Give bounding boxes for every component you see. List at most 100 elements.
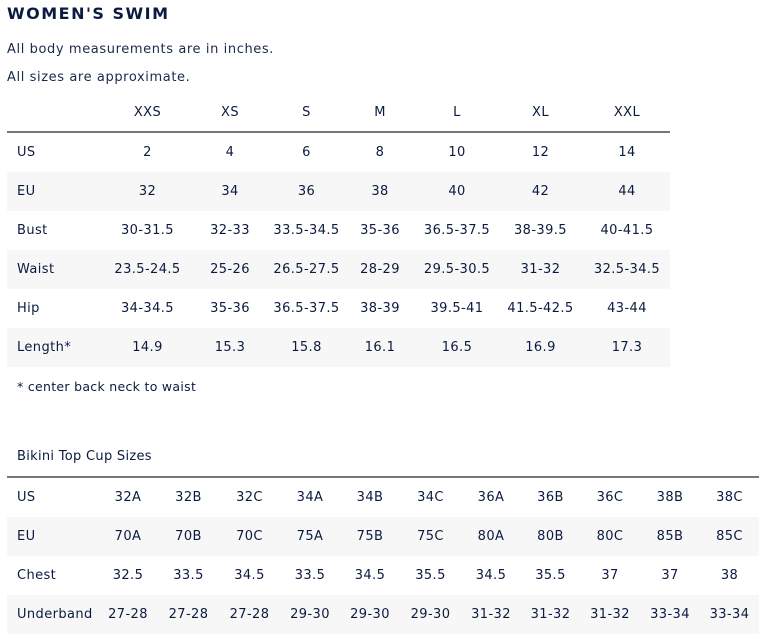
- table-cell: 27-28: [229, 607, 270, 622]
- table-cell: 31-32: [471, 607, 511, 622]
- footnote: * center back neck to waist: [17, 379, 197, 394]
- table-cell: 14.9: [132, 340, 163, 355]
- table-cell: 35.5: [535, 568, 566, 583]
- table-cell: 38B: [656, 490, 684, 505]
- table-cell: 17.3: [611, 340, 643, 355]
- table-cell: 16.1: [364, 340, 396, 355]
- table-cell: 80B: [537, 529, 564, 544]
- row-label: Hip: [17, 301, 40, 316]
- size-header: XXL: [613, 104, 641, 120]
- size-header: XS: [221, 104, 239, 120]
- row-label: US: [17, 490, 36, 505]
- table-cell: 32.5-34.5: [593, 262, 661, 277]
- table-cell: 38-39.5: [514, 223, 567, 238]
- table-row: Bust 30-31.5 32-33 33.5-34.5 35-36 36.5-37.5 3…: [7, 211, 670, 250]
- table-cell: 8: [375, 145, 385, 160]
- table-cell: 40-41.5: [600, 223, 654, 238]
- table-cell: 32B: [175, 490, 202, 505]
- table-cell: 38: [371, 184, 389, 199]
- header-blank: [7, 93, 105, 132]
- table-cell: 29-30: [350, 607, 390, 622]
- table-cell: 29.5-30.5: [423, 262, 491, 277]
- table-cell: 75A: [296, 529, 324, 544]
- table-cell: 27-28: [168, 607, 209, 622]
- row-label: Waist: [17, 262, 55, 277]
- row-label: EU: [17, 529, 36, 544]
- table-cell: 26.5-27.5: [273, 262, 340, 277]
- table-cell: 34B: [356, 490, 384, 505]
- table-row: US 2 4 6 8 10 12 14: [7, 132, 670, 172]
- table-cell: 44: [618, 184, 636, 199]
- table-cell: 16.5: [441, 340, 473, 355]
- table-cell: 31-32: [590, 607, 630, 622]
- table-cell: 80C: [596, 529, 624, 544]
- table-cell: 32-33: [210, 223, 250, 238]
- table-cell: 37: [661, 568, 679, 583]
- table-cell: 75B: [356, 529, 384, 544]
- cup-size-table: US 32A 32B 32C 34A 34B 34C 36A 36B 36C 38B 38C EU 70A…: [7, 476, 759, 634]
- row-label: Length*: [17, 340, 72, 355]
- row-label: Bust: [17, 223, 48, 238]
- table-cell: 29-30: [410, 607, 451, 622]
- table-row: Underband 27-28 27-28 27-28 29-30 29-30 29-30 3…: [7, 595, 759, 634]
- table-row: Waist 23.5-24.5 25-26 26.5-27.5 28-29 29.5-30…: [7, 250, 670, 289]
- cup-chart-title: Bikini Top Cup Sizes: [17, 449, 152, 464]
- table-row: EU 70A 70B 70C 75A 75B 75C 80A 80B 80C 85B 85C: [7, 517, 759, 556]
- table-cell: 40: [448, 184, 466, 199]
- table-cell: 34.5: [475, 568, 507, 583]
- table-cell: 34: [221, 184, 239, 199]
- table-cell: 36A: [477, 490, 505, 505]
- table-cell: 12: [531, 145, 550, 160]
- table-cell: 34-34.5: [121, 301, 174, 316]
- table-cell: 33.5-34.5: [273, 223, 340, 238]
- table-cell: 38C: [716, 490, 743, 505]
- table-cell: 15.3: [214, 340, 246, 355]
- table-cell: 33-34: [709, 607, 750, 622]
- table-cell: 27-28: [108, 607, 148, 622]
- table-cell: 31-32: [520, 262, 561, 277]
- table-cell: 15.8: [291, 340, 322, 355]
- table-cell: 36C: [596, 490, 624, 505]
- size-chart-table: XXS XS S M L XL XXL US 2 4 6 8 10 12 14 EU 32 34 36 38 40 42…: [7, 93, 670, 367]
- table-row: US 32A 32B 32C 34A 34B 34C 36A 36B 36C 38B 38C: [7, 477, 759, 517]
- table-cell: 16.9: [525, 340, 556, 355]
- table-cell: 80A: [477, 529, 505, 544]
- table-cell: 36.5-37.5: [423, 223, 491, 238]
- table-cell: 36.5-37.5: [273, 301, 340, 316]
- size-header: XL: [532, 104, 549, 120]
- table-cell: 38: [720, 568, 739, 583]
- table-cell: 70C: [236, 529, 263, 544]
- table-cell: 31-32: [530, 607, 571, 622]
- table-cell: 6: [302, 145, 311, 160]
- table-cell: 41.5-42.5: [507, 301, 574, 316]
- size-header: XXS: [133, 104, 162, 120]
- table-cell: 70B: [175, 529, 202, 544]
- table-cell: 35.5: [415, 568, 446, 583]
- table-cell: 33.5: [294, 568, 326, 583]
- table-cell: 25-26: [210, 262, 250, 277]
- table-cell: 39.5-41: [430, 301, 484, 316]
- table-cell: 42: [531, 184, 550, 199]
- page-title: WOMEN'S SWIM: [7, 4, 170, 23]
- measurement-note: All body measurements are in inches.: [7, 42, 275, 57]
- size-header: L: [453, 104, 461, 120]
- table-cell: 34.5: [354, 568, 386, 583]
- table-cell: 32C: [236, 490, 263, 505]
- table-cell: 43-44: [607, 301, 647, 316]
- table-cell: 36B: [537, 490, 564, 505]
- table-row: EU 32 34 36 38 40 42 44: [7, 172, 670, 211]
- table-cell: 10: [448, 145, 466, 160]
- table-cell: 34A: [296, 490, 324, 505]
- size-header: M: [374, 104, 386, 120]
- table-cell: 30-31.5: [121, 223, 174, 238]
- table-row: Length* 14.9 15.3 15.8 16.1 16.5 16.9 17.3: [7, 328, 670, 367]
- table-cell: 32A: [114, 490, 142, 505]
- table-cell: 14: [618, 145, 636, 160]
- row-label: Underband: [17, 607, 93, 622]
- table-cell: 85B: [656, 529, 684, 544]
- table-cell: 38-39: [360, 301, 400, 316]
- table-cell: 75C: [417, 529, 444, 544]
- row-label: US: [17, 145, 36, 160]
- table-cell: 37: [601, 568, 619, 583]
- table-cell: 36: [297, 184, 316, 199]
